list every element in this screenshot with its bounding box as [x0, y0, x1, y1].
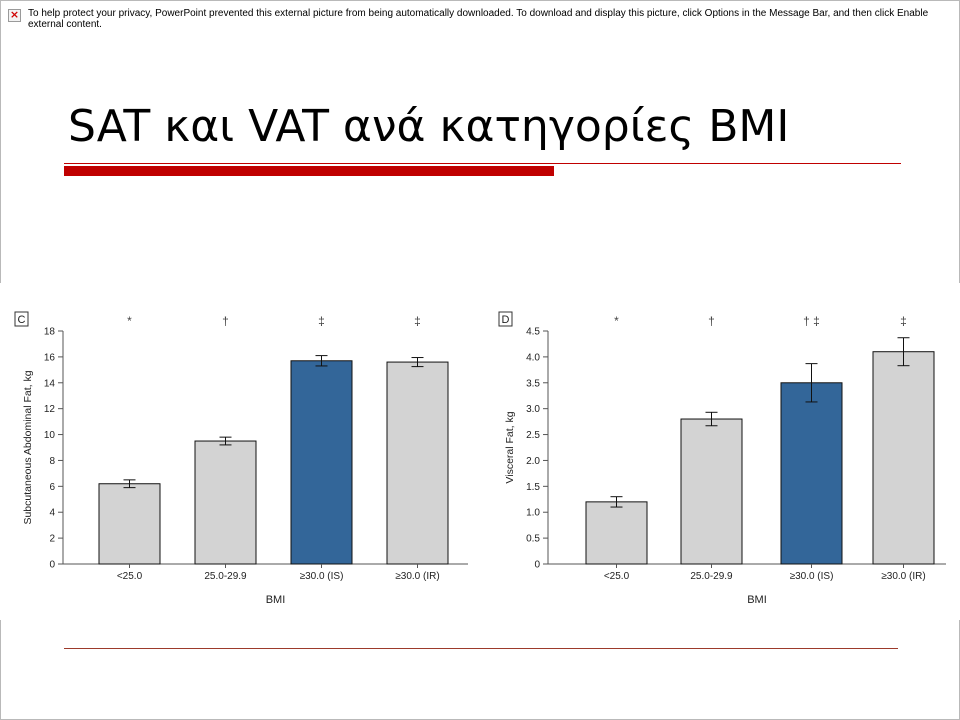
bar	[98, 483, 161, 565]
panel-label: C	[18, 314, 26, 326]
y-tick-label: 3.5	[526, 378, 540, 389]
bar	[872, 351, 935, 565]
panel-label-box	[14, 311, 29, 327]
x-tick-label: 25.0-29.9	[690, 571, 733, 582]
y-tick-label: 6	[49, 482, 55, 493]
significance-marker: †	[222, 314, 229, 328]
y-tick-label: 0	[534, 560, 540, 571]
x-tick-label: ≥30.0 (IR)	[881, 571, 925, 582]
x-tick-label: <25.0	[117, 571, 143, 582]
title-underline-thick	[64, 166, 554, 176]
privacy-message: To help protect your privacy, PowerPoint…	[28, 8, 929, 30]
visceral-fat-chart: D 0 0.5 1.0 1.5 2.0 2.5 3.0 3.5 4.0 4.5 Visceral Fa…	[498, 311, 946, 606]
significance-marker: *	[614, 314, 619, 328]
bar	[585, 501, 648, 565]
title-underline-thin	[64, 163, 901, 164]
x-tick-label: <25.0	[604, 571, 630, 582]
y-tick-label: 10	[44, 430, 56, 441]
y-tick-label: 2	[49, 534, 55, 545]
x-axis-label: BMI	[747, 594, 767, 606]
significance-marker: ‡	[318, 314, 325, 328]
bar	[386, 361, 449, 565]
panel-label: D	[502, 314, 510, 326]
y-tick-label: 4.0	[526, 352, 540, 363]
y-tick-label: 12	[44, 404, 56, 415]
y-tick-label: 0.5	[526, 534, 540, 545]
y-tick-label: 2.5	[526, 430, 540, 441]
y-tick-label: 8	[49, 456, 55, 467]
y-tick-label: 4	[49, 508, 55, 519]
panel-label-box	[498, 311, 513, 327]
x-tick-label: ≥30.0 (IR)	[395, 571, 439, 582]
y-axis-label: Visceral Fat, kg	[504, 411, 516, 483]
x-axis-label: BMI	[266, 594, 286, 606]
y-tick-label: 4.5	[526, 327, 540, 338]
significance-marker: ‡	[900, 314, 907, 328]
significance-marker: *	[127, 314, 132, 328]
blocked-image-icon: ×	[8, 8, 21, 22]
y-tick-label: 1.5	[526, 482, 540, 493]
y-tick-label: 0	[49, 560, 55, 571]
y-tick-label: 16	[44, 352, 56, 363]
x-tick-label: 25.0-29.9	[204, 571, 247, 582]
bar	[290, 360, 353, 565]
x-tick-label: ≥30.0 (IS)	[790, 571, 834, 582]
footer-rule	[64, 648, 898, 649]
y-tick-label: 2.0	[526, 456, 540, 467]
x-tick-label: ≥30.0 (IS)	[300, 571, 344, 582]
y-tick-label: 14	[44, 378, 56, 389]
y-tick-label: 3.0	[526, 404, 540, 415]
significance-marker: † ‡	[803, 314, 820, 328]
significance-marker: †	[708, 314, 715, 328]
slide-title: SAT και VAT ανά κατηγορίες BMI	[68, 101, 790, 152]
y-tick-label: 1.0	[526, 508, 540, 519]
y-tick-label: 18	[44, 327, 56, 338]
y-axis-label: Subcutaneous Abdominal Fat, kg	[22, 370, 34, 524]
subcutaneous-fat-chart: C 0 2 4 6 8 10 12 14 16 18 Subcutaneous Abdominal F…	[14, 311, 468, 606]
significance-marker: ‡	[414, 314, 421, 328]
bar	[194, 440, 257, 565]
bar	[680, 418, 743, 565]
figure-image: C 0 2 4 6 8 10 12 14 16 18 Subcutaneous Abdominal F…	[0, 283, 960, 620]
bar	[780, 382, 843, 565]
